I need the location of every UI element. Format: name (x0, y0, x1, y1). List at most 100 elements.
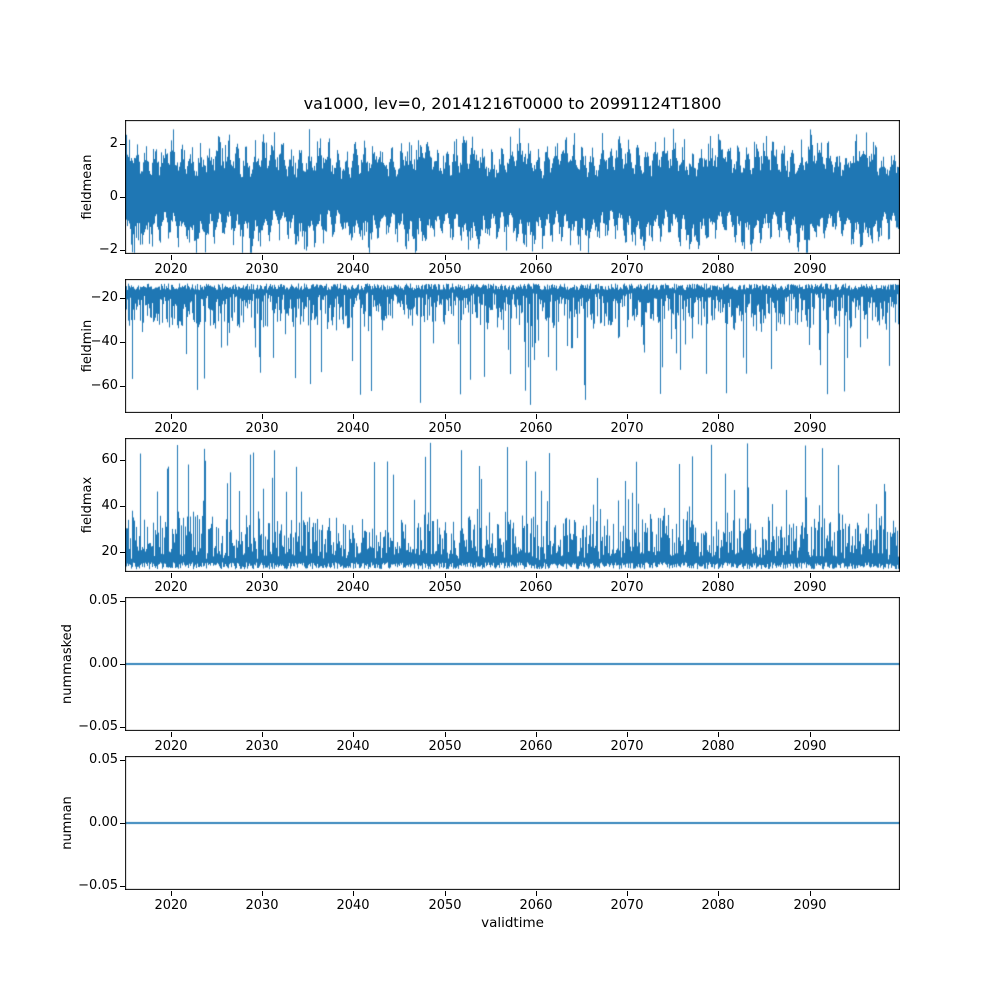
x-tick-label: 2030 (245, 580, 279, 595)
x-tick-label: 2060 (519, 898, 553, 913)
x-tick-mark (627, 891, 628, 896)
x-tick-mark (171, 891, 172, 896)
y-tick-label: 60 (101, 452, 118, 467)
y-tick-mark (120, 342, 125, 343)
subplot-numnan: numnan −0.05 0.00 0.05 2020 2030 2040 2050 2060… (0, 752, 1000, 916)
x-tick-mark (718, 255, 719, 260)
x-tick-label: 2090 (793, 580, 827, 595)
y-tick-label: −2 (98, 242, 118, 257)
y-tick-label: 0.00 (89, 815, 118, 830)
x-tick-label: 2020 (154, 421, 188, 436)
x-tick-label: 2090 (793, 262, 827, 277)
x-tick-label: 2090 (793, 421, 827, 436)
x-tick-mark (627, 255, 628, 260)
y-tick-mark (120, 760, 125, 761)
x-tick-label: 2040 (336, 580, 370, 595)
x-tick-label: 2080 (701, 898, 735, 913)
x-tick-mark (536, 573, 537, 578)
subplot-fieldmax: fieldmax 20 40 60 2020 2030 2040 2050 2060 2070 2… (0, 438, 1000, 598)
y-tick-label: −60 (90, 378, 118, 393)
x-tick-mark (445, 732, 446, 737)
x-tick-label: 2020 (154, 580, 188, 595)
x-tick-mark (536, 255, 537, 260)
x-tick-mark (627, 414, 628, 419)
fieldmax-plot-canvas (125, 438, 900, 572)
y-tick-mark (120, 552, 125, 553)
x-tick-mark (171, 573, 172, 578)
x-tick-mark (171, 255, 172, 260)
y-tick-mark (120, 197, 125, 198)
nummasked-plot-canvas (125, 597, 900, 731)
y-tick-label: 40 (101, 498, 118, 513)
x-tick-mark (353, 414, 354, 419)
x-tick-mark (353, 732, 354, 737)
y-tick-mark (120, 298, 125, 299)
subplot-nummasked: nummasked −0.05 0.00 0.05 2020 2030 2040 2050 2… (0, 593, 1000, 757)
x-tick-label: 2020 (154, 262, 188, 277)
x-tick-label: 2050 (428, 739, 462, 754)
x-tick-label: 2080 (701, 421, 735, 436)
x-tick-label: 2070 (610, 421, 644, 436)
x-tick-mark (536, 414, 537, 419)
x-tick-mark (536, 732, 537, 737)
x-tick-label: 2050 (428, 421, 462, 436)
y-tick-mark (120, 664, 125, 665)
x-tick-mark (353, 891, 354, 896)
x-tick-mark (627, 573, 628, 578)
x-tick-label: 2030 (245, 421, 279, 436)
y-tick-label: 0.00 (89, 656, 118, 671)
y-tick-label: 2 (109, 136, 118, 151)
numnan-plot-canvas (125, 756, 900, 890)
x-tick-mark (445, 414, 446, 419)
x-tick-mark (353, 573, 354, 578)
x-tick-label: 2060 (519, 739, 553, 754)
x-tick-mark (718, 573, 719, 578)
x-tick-label: 2020 (154, 739, 188, 754)
y-tick-label: −20 (90, 290, 118, 305)
fieldmin-plot-canvas (125, 279, 900, 413)
x-tick-label: 2030 (245, 739, 279, 754)
x-tick-label: 2030 (245, 898, 279, 913)
x-tick-label: 2070 (610, 739, 644, 754)
x-tick-label: 2020 (154, 898, 188, 913)
y-tick-label: −0.05 (78, 719, 118, 734)
y-tick-mark (120, 823, 125, 824)
x-tick-label: 2070 (610, 262, 644, 277)
subplot-fieldmin: fieldmin −60 −40 −20 2020 2030 2040 2050 2060 20… (0, 279, 1000, 439)
x-tick-mark (810, 891, 811, 896)
y-tick-mark (120, 886, 125, 887)
x-tick-mark (810, 732, 811, 737)
x-tick-mark (718, 414, 719, 419)
x-tick-mark (810, 414, 811, 419)
y-tick-mark (120, 727, 125, 728)
x-tick-label: 2060 (519, 262, 553, 277)
x-tick-mark (445, 255, 446, 260)
x-tick-mark (810, 573, 811, 578)
x-tick-label: 2090 (793, 739, 827, 754)
x-tick-label: 2040 (336, 739, 370, 754)
x-tick-label: 2070 (610, 580, 644, 595)
y-tick-label: 0 (109, 189, 118, 204)
x-tick-label: 2080 (701, 262, 735, 277)
x-tick-mark (445, 891, 446, 896)
x-tick-mark (445, 573, 446, 578)
x-tick-mark (262, 414, 263, 419)
x-tick-mark (810, 255, 811, 260)
y-tick-label: 20 (101, 544, 118, 559)
x-tick-mark (171, 414, 172, 419)
y-tick-label: 0.05 (89, 593, 118, 608)
x-tick-mark (718, 732, 719, 737)
x-tick-mark (627, 732, 628, 737)
y-tick-label: −0.05 (78, 878, 118, 893)
y-tick-label: 0.05 (89, 752, 118, 767)
x-tick-mark (262, 255, 263, 260)
x-tick-mark (171, 732, 172, 737)
x-tick-label: 2030 (245, 262, 279, 277)
subplot-fieldmean: fieldmean −2 0 2 2020 2030 2040 2050 2060 2070 20… (0, 120, 1000, 280)
x-tick-label: 2050 (428, 580, 462, 595)
x-tick-label: 2090 (793, 898, 827, 913)
y-tick-mark (120, 506, 125, 507)
x-tick-label: 2060 (519, 421, 553, 436)
x-tick-mark (262, 891, 263, 896)
x-tick-label: 2060 (519, 580, 553, 595)
